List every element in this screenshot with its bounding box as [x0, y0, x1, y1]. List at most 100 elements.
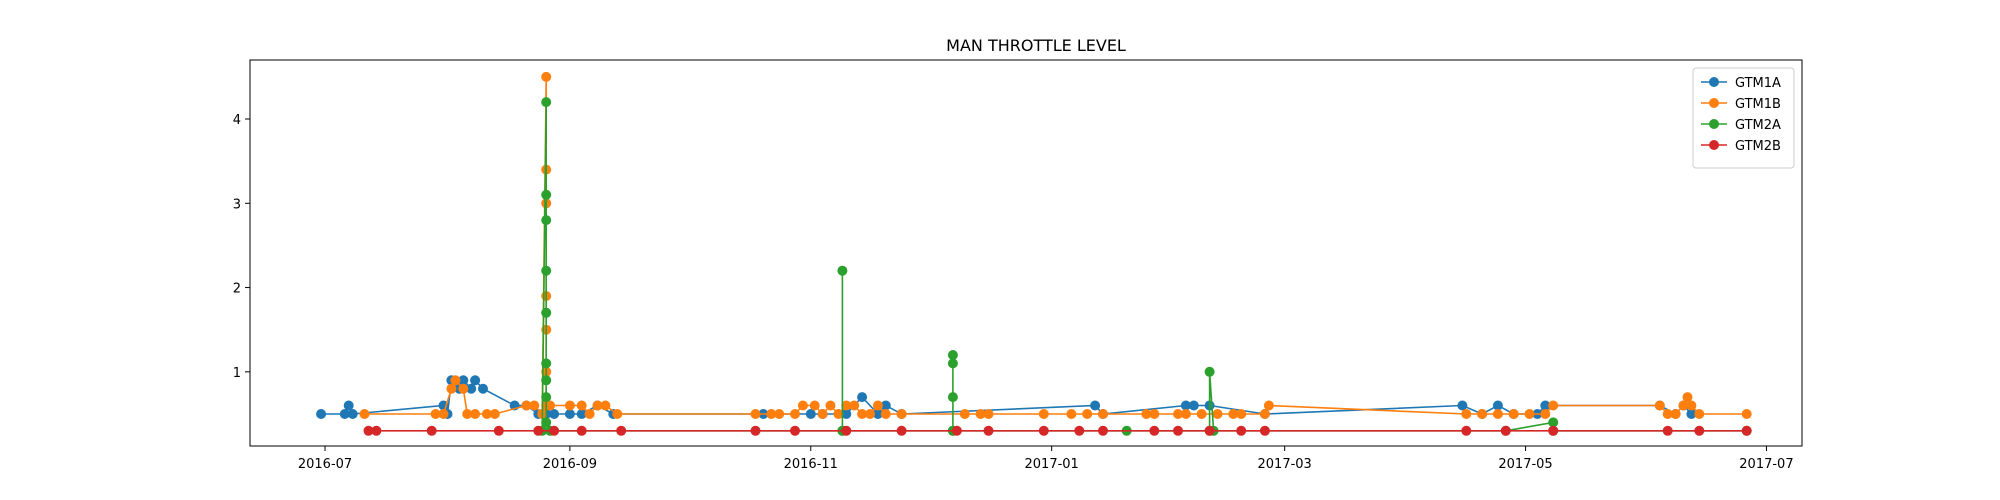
data-point: [750, 409, 761, 419]
data-point: [896, 409, 907, 419]
data-point: [1180, 400, 1191, 411]
data-point: [438, 409, 449, 419]
y-tick-label: 2: [233, 282, 241, 297]
data-point: [947, 392, 958, 403]
data-point: [880, 409, 891, 419]
data-point: [951, 425, 962, 436]
data-point: [1492, 400, 1503, 411]
data-point: [1694, 425, 1705, 436]
data-point: [541, 392, 552, 403]
legend-marker: [1709, 119, 1719, 129]
data-point: [478, 383, 488, 394]
legend-label: GTM2B: [1735, 139, 1781, 154]
data-point: [865, 409, 875, 419]
legend-label: GTM1A: [1735, 76, 1781, 91]
data-point: [549, 409, 560, 419]
data-point: [809, 400, 820, 411]
data-point: [1236, 425, 1247, 436]
data-point: [1228, 409, 1239, 419]
series-gtm2b: [363, 425, 1752, 436]
data-point: [947, 350, 958, 360]
legend-label: GTM2A: [1735, 118, 1781, 133]
data-point: [1548, 417, 1559, 428]
data-point: [564, 409, 575, 419]
data-point: [600, 400, 611, 411]
data-point: [1173, 409, 1183, 419]
data-point: [616, 425, 627, 436]
x-tick-label: 2017-05: [1498, 457, 1552, 472]
data-point: [1180, 409, 1191, 419]
data-point: [430, 409, 441, 419]
legend-marker: [1709, 98, 1719, 108]
data-point: [584, 409, 595, 419]
data-point: [1686, 409, 1697, 419]
data-point: [1492, 409, 1503, 419]
y-tick-label: 3: [233, 197, 241, 212]
data-point: [458, 383, 469, 394]
x-tick-label: 2016-07: [298, 457, 352, 472]
data-point: [1066, 409, 1077, 419]
data-point: [1540, 409, 1551, 419]
data-point: [817, 409, 828, 419]
data-point: [1141, 409, 1152, 419]
x-tick-label: 2017-01: [1025, 457, 1079, 472]
data-point: [592, 400, 603, 411]
data-point: [896, 425, 907, 436]
data-point: [959, 409, 970, 419]
data-point: [541, 307, 552, 318]
data-point: [1694, 409, 1705, 419]
data-point: [1236, 409, 1247, 419]
data-point: [1461, 409, 1472, 419]
legend-marker: [1709, 140, 1719, 150]
data-point: [1540, 400, 1551, 411]
data-point: [466, 383, 477, 394]
data-point: [805, 409, 816, 419]
data-point: [857, 409, 868, 419]
data-point: [1508, 409, 1519, 419]
data-point: [1662, 409, 1673, 419]
data-point: [533, 425, 544, 436]
data-point: [347, 409, 358, 419]
data-point: [359, 409, 370, 419]
series-gtm2a: [537, 97, 1752, 436]
data-point: [1686, 400, 1697, 411]
x-tick-label: 2016-09: [543, 457, 597, 472]
data-point: [541, 189, 552, 200]
data-point: [750, 425, 761, 436]
data-point: [541, 215, 552, 226]
data-point: [1090, 400, 1101, 411]
data-point: [446, 383, 457, 394]
data-point: [1098, 425, 1108, 436]
data-point: [947, 358, 958, 369]
data-point: [1038, 425, 1049, 436]
data-point: [790, 425, 800, 436]
data-point: [316, 409, 327, 419]
data-point: [1477, 409, 1488, 419]
data-point: [481, 409, 492, 419]
y-tick-label: 4: [233, 113, 241, 128]
data-point: [339, 409, 350, 419]
data-point: [521, 400, 532, 411]
data-point: [470, 409, 481, 419]
data-point: [837, 265, 848, 276]
data-point: [1259, 409, 1270, 419]
data-point: [1074, 425, 1085, 436]
data-point: [841, 409, 852, 419]
data-point: [576, 400, 587, 411]
data-point: [872, 400, 883, 411]
data-point: [1038, 409, 1049, 419]
data-point: [841, 400, 852, 411]
data-point: [1188, 400, 1199, 411]
data-point: [766, 409, 777, 419]
data-point: [1682, 392, 1693, 403]
data-point: [1196, 409, 1207, 419]
data-point: [371, 425, 382, 436]
x-tick-label: 2017-03: [1258, 457, 1312, 472]
series-gtm1b: [359, 71, 1752, 419]
data-point: [797, 400, 808, 411]
data-point: [825, 400, 836, 411]
plot-area: [316, 71, 1752, 436]
data-point: [1149, 409, 1160, 419]
data-point: [1461, 425, 1472, 436]
